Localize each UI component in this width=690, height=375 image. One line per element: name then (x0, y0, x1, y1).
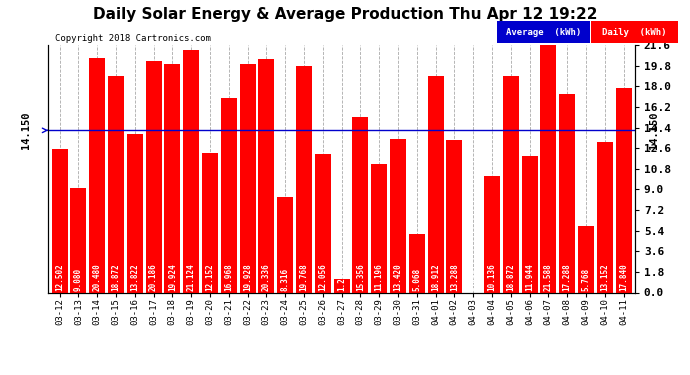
Bar (597, 142, 613, 292)
Text: 13.822: 13.822 (130, 264, 139, 291)
Bar (503, 76, 519, 292)
Bar (52, 149, 68, 292)
Bar (127, 134, 143, 292)
Bar (371, 164, 387, 292)
Text: 13.420: 13.420 (393, 264, 402, 291)
Bar (353, 117, 368, 292)
Text: 1.208: 1.208 (337, 268, 346, 291)
Text: 12.152: 12.152 (206, 264, 215, 291)
Text: 9.080: 9.080 (74, 268, 83, 291)
Text: 13.288: 13.288 (450, 264, 459, 291)
Text: 18.912: 18.912 (431, 264, 440, 291)
Bar (484, 176, 500, 292)
Text: 21.124: 21.124 (187, 264, 196, 291)
Bar (70, 189, 86, 292)
Text: 12.056: 12.056 (318, 264, 327, 291)
Text: 20.336: 20.336 (262, 264, 271, 291)
Bar (221, 98, 237, 292)
Bar (277, 197, 293, 292)
Bar (428, 76, 444, 292)
Bar (522, 156, 538, 292)
Bar (446, 140, 462, 292)
Text: 10.136: 10.136 (487, 264, 496, 291)
Text: 17.840: 17.840 (619, 264, 628, 291)
Bar (146, 61, 161, 292)
Text: 14.150: 14.150 (21, 112, 31, 149)
Bar (578, 226, 594, 292)
Bar (89, 58, 105, 292)
Text: 19.768: 19.768 (299, 264, 308, 291)
Text: 8.316: 8.316 (281, 268, 290, 291)
Text: 12.502: 12.502 (55, 264, 64, 291)
Text: Average  (kWh): Average (kWh) (506, 28, 581, 37)
Text: Daily  (kWh): Daily (kWh) (602, 28, 667, 37)
Bar (315, 154, 331, 292)
Bar (390, 139, 406, 292)
Text: 20.480: 20.480 (92, 264, 101, 291)
Bar (615, 88, 631, 292)
Text: 20.186: 20.186 (149, 264, 158, 291)
Bar (108, 76, 124, 292)
Text: 0.000: 0.000 (469, 268, 477, 291)
Text: Copyright 2018 Cartronics.com: Copyright 2018 Cartronics.com (55, 34, 211, 43)
Text: 14.150: 14.150 (649, 112, 660, 149)
Bar (183, 51, 199, 292)
Text: Daily Solar Energy & Average Production Thu Apr 12 19:22: Daily Solar Energy & Average Production … (92, 8, 598, 22)
Text: 18.872: 18.872 (506, 264, 515, 291)
Text: 18.872: 18.872 (112, 264, 121, 291)
Text: 5.768: 5.768 (582, 268, 591, 291)
Text: 15.356: 15.356 (356, 264, 365, 291)
Text: 16.968: 16.968 (224, 264, 233, 291)
Text: 21.588: 21.588 (544, 264, 553, 291)
Text: 11.196: 11.196 (375, 264, 384, 291)
Bar (164, 64, 180, 292)
Text: 17.288: 17.288 (562, 264, 571, 291)
Text: 19.924: 19.924 (168, 264, 177, 291)
Bar (408, 234, 425, 292)
Bar (559, 94, 575, 292)
Text: 19.928: 19.928 (243, 264, 252, 291)
Bar (333, 279, 350, 292)
Text: 11.944: 11.944 (525, 264, 534, 291)
Text: 5.068: 5.068 (412, 268, 421, 291)
Bar (296, 66, 312, 292)
Text: 13.152: 13.152 (600, 264, 609, 291)
Bar (202, 153, 218, 292)
Bar (239, 64, 255, 292)
Bar (258, 60, 275, 292)
Bar (540, 45, 556, 292)
